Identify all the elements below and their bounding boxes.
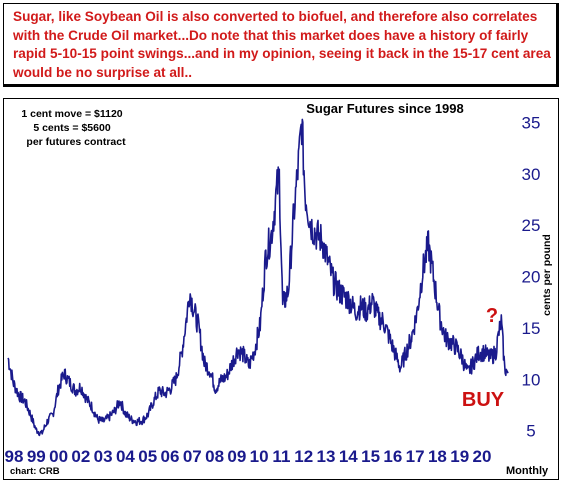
x-tick-label: 18 — [428, 447, 447, 466]
x-tick-label: 99 — [27, 447, 46, 466]
x-tick-label: 08 — [205, 447, 224, 466]
contract-note-line2: 5 cents = $5600 — [33, 122, 111, 134]
contract-note-line1: 1 cent move = $1120 — [21, 108, 122, 120]
x-tick-label: 20 — [473, 447, 492, 466]
y-tick-label: 35 — [522, 113, 541, 132]
x-tick-label: 17 — [406, 447, 425, 466]
commentary-box: Sugar, like Soybean Oil is also converte… — [3, 3, 559, 87]
contract-note-line3: per futures contract — [26, 136, 126, 148]
frequency-label: Monthly — [506, 465, 549, 477]
x-tick-label: 06 — [161, 447, 180, 466]
x-tick-label: 11 — [272, 447, 290, 466]
question-mark: ? — [486, 305, 498, 327]
x-tick-label: 00 — [49, 447, 68, 466]
chart-title: Sugar Futures since 1998 — [306, 101, 464, 116]
x-tick-label: 05 — [138, 447, 157, 466]
buy-label: BUY — [462, 389, 505, 411]
x-tick-label: 07 — [183, 447, 202, 466]
x-tick-label: 12 — [294, 447, 313, 466]
x-tick-label: 13 — [317, 447, 336, 466]
y-tick-label: 20 — [522, 268, 541, 287]
x-tick-label: 19 — [450, 447, 469, 466]
source-note: chart: CRB — [10, 466, 60, 477]
x-tick-label: 14 — [339, 447, 358, 466]
y-tick-label: 5 — [526, 422, 535, 441]
y-tick-label: 30 — [522, 165, 541, 184]
x-tick-label: 10 — [250, 447, 269, 466]
x-tick-label: 09 — [227, 447, 246, 466]
x-tick-label: 16 — [383, 447, 402, 466]
x-tick-label: 04 — [116, 447, 135, 466]
x-tick-label: 98 — [5, 447, 24, 466]
x-tick-label: 03 — [94, 447, 113, 466]
y-tick-label: 10 — [522, 370, 541, 389]
x-tick-label: 15 — [361, 447, 380, 466]
commentary-text: Sugar, like Soybean Oil is also converte… — [13, 9, 551, 80]
x-tick-label: 02 — [71, 447, 90, 466]
sugar-price-series — [7, 118, 509, 437]
y-tick-label: 25 — [522, 216, 541, 235]
y-tick-label: 15 — [522, 319, 541, 338]
y-axis-label: cents per pound — [541, 234, 553, 316]
